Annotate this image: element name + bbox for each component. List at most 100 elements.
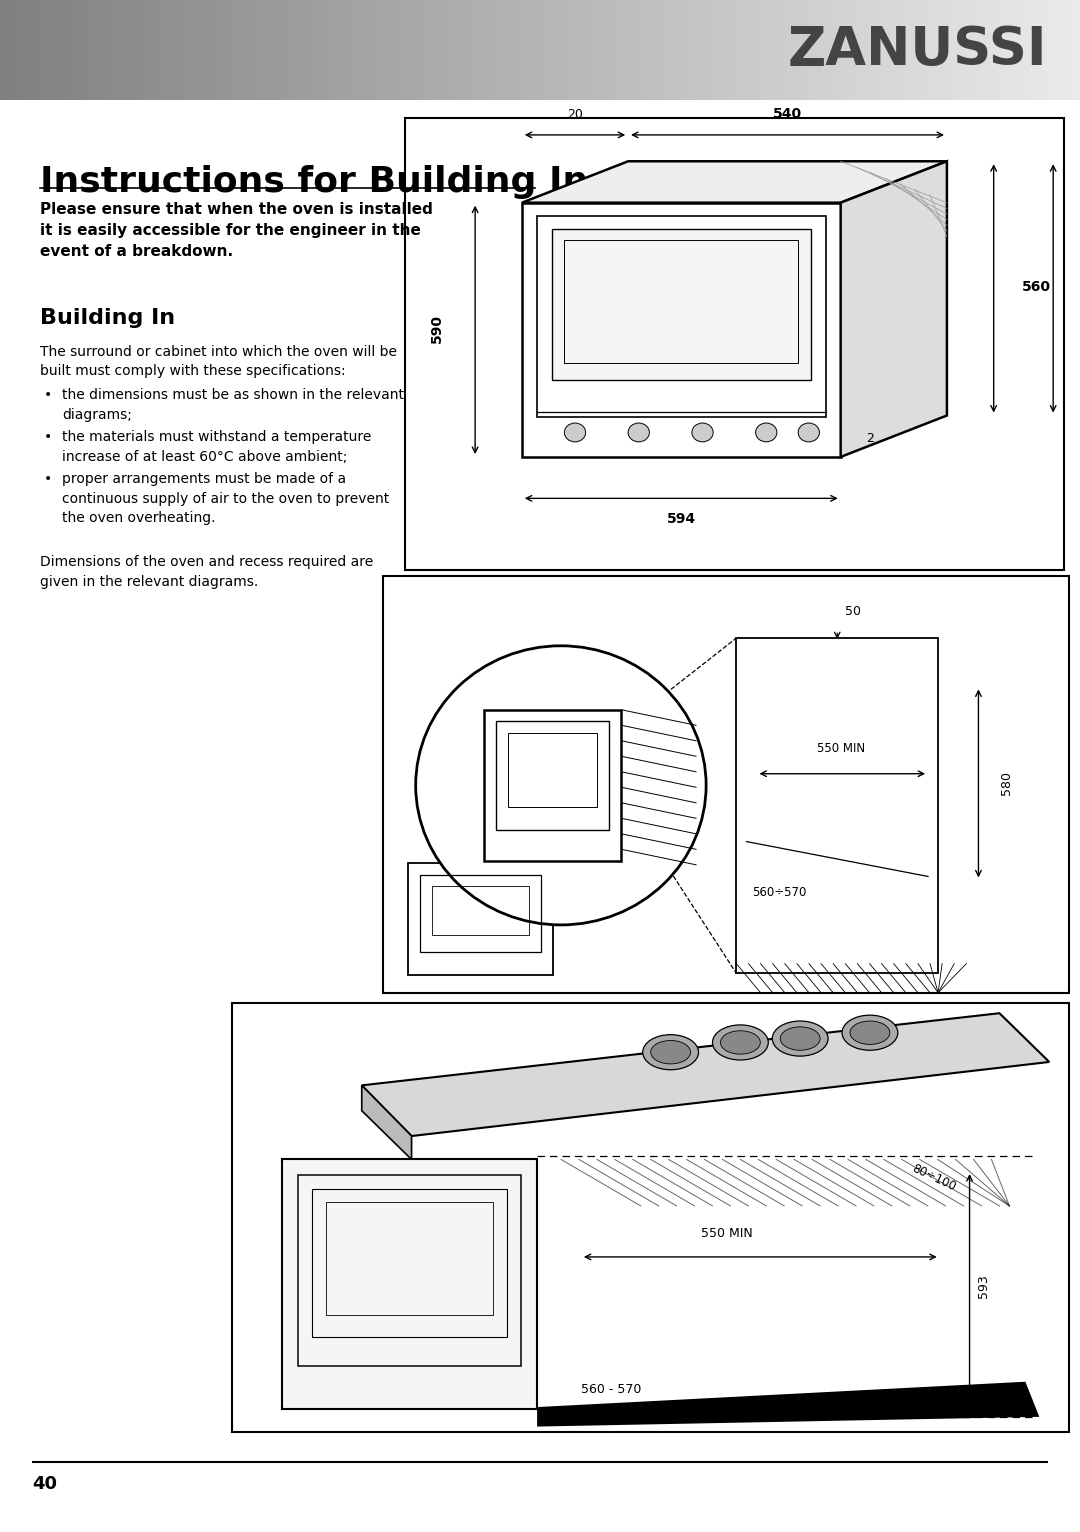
Bar [302,0,309,100]
Bar [535,0,541,100]
Bar [22,0,28,100]
Text: 560÷570: 560÷570 [753,885,807,899]
Text: •: • [44,472,52,486]
Bar [815,0,822,100]
Bar [378,0,384,100]
Text: proper arrangements must be made of a
continuous supply of air to the oven to pr: proper arrangements must be made of a co… [62,472,389,525]
Bar [259,0,266,100]
Bar [945,0,951,100]
Bar [464,0,471,100]
Bar [313,0,320,100]
Bar [140,0,147,100]
Text: Instructions for Building In: Instructions for Building In [40,164,589,199]
Bar [1069,0,1076,100]
Bar [783,0,789,100]
Bar [184,0,190,100]
Ellipse shape [650,1040,690,1063]
Bar [734,0,741,100]
Bar [119,0,125,100]
Text: 594: 594 [666,512,696,525]
Bar [43,0,50,100]
Bar [509,732,597,807]
Bar [913,0,919,100]
Bar [529,0,536,100]
Bar [232,0,239,100]
Ellipse shape [772,1020,828,1056]
Text: 20: 20 [567,107,583,121]
Text: 590: 590 [430,314,444,343]
Bar [454,0,460,100]
Bar [270,0,276,100]
Ellipse shape [842,1016,897,1051]
Bar [92,0,98,100]
Bar [27,0,33,100]
Bar [929,0,935,100]
Bar [940,0,946,100]
Bar [537,216,826,417]
Bar [59,0,66,100]
Bar [648,0,654,100]
Bar [108,0,114,100]
Circle shape [565,423,585,441]
Bar [540,0,546,100]
Bar [653,0,660,100]
Bar [842,0,849,100]
Bar [697,0,703,100]
Circle shape [416,647,706,925]
Bar [859,0,865,100]
Bar [16,0,23,100]
Bar [308,0,314,100]
Bar [65,0,71,100]
Text: the materials must withstand a temperature
increase of at least 60°C above ambie: the materials must withstand a temperatu… [62,430,372,464]
Bar [282,1160,537,1409]
Bar [718,0,725,100]
Bar [794,0,800,100]
Bar [448,0,455,100]
Bar [556,0,563,100]
Text: Building In: Building In [40,308,175,328]
Bar [312,1189,508,1337]
Bar [97,0,104,100]
Bar [211,0,217,100]
Bar [686,0,692,100]
Bar [351,0,357,100]
Bar [373,0,379,100]
Bar [956,0,962,100]
Bar [578,0,584,100]
Bar [767,0,773,100]
Bar [405,0,411,100]
Bar [643,0,649,100]
Bar [502,0,509,100]
Ellipse shape [850,1020,890,1045]
Bar [151,0,158,100]
Bar [508,0,514,100]
Bar [886,0,892,100]
Bar [891,0,897,100]
Polygon shape [522,161,947,202]
Bar [659,0,665,100]
Bar [1053,0,1059,100]
Bar [281,0,287,100]
Bar [319,0,325,100]
Bar [194,0,201,100]
Bar [713,0,719,100]
Bar [437,0,444,100]
Bar [362,0,368,100]
Bar [383,0,390,100]
Bar [459,0,465,100]
Bar [167,0,174,100]
Bar [421,0,428,100]
Text: 560: 560 [1022,280,1051,294]
Bar [410,0,417,100]
Bar [821,0,827,100]
Bar [869,0,876,100]
Bar [707,0,714,100]
Bar [751,0,757,100]
Bar [265,0,271,100]
Bar [589,0,595,100]
Bar [432,0,438,100]
Bar [491,0,498,100]
Bar [189,0,195,100]
Bar [562,0,568,100]
Bar [216,0,222,100]
